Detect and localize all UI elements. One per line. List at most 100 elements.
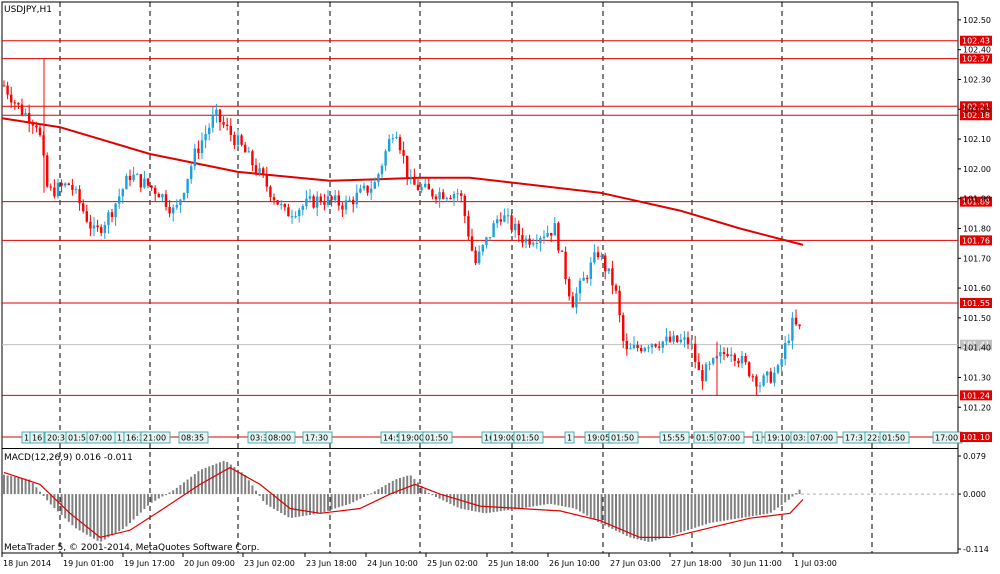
candle-bull xyxy=(305,198,308,207)
candle-bull xyxy=(758,385,762,387)
macd-bar xyxy=(341,494,344,507)
macd-bar xyxy=(49,494,52,505)
macd-bar xyxy=(445,494,448,503)
macd-axis-label: -0.114 xyxy=(963,545,989,554)
candle-bull xyxy=(553,223,556,236)
candle-bull xyxy=(712,358,715,364)
macd-bar xyxy=(291,494,293,518)
price-tick-label: 101.40 xyxy=(963,344,991,353)
level-label-box xyxy=(960,35,992,46)
macd-bar xyxy=(568,494,571,508)
macd-bar xyxy=(427,492,430,495)
level-label: 101.55 xyxy=(962,299,990,308)
candle-bull xyxy=(420,187,423,191)
time-label: 19 Jun 17:00 xyxy=(124,559,175,568)
macd-bar xyxy=(345,494,347,505)
level-label-box xyxy=(960,432,992,443)
candle-bull xyxy=(787,340,790,344)
macd-bar xyxy=(460,494,463,509)
candle-bear xyxy=(330,196,333,201)
macd-bar xyxy=(222,460,225,495)
event-label: 01:50 xyxy=(516,434,539,443)
candle-bull xyxy=(503,215,506,222)
time-label: 20 Jun 09:00 xyxy=(184,559,235,568)
macd-bar xyxy=(571,494,574,509)
macd-bar xyxy=(514,494,517,510)
candle-bear xyxy=(499,219,502,222)
candle-bear xyxy=(337,195,340,206)
time-label: 24 Jun 10:00 xyxy=(367,559,418,568)
macd-bar xyxy=(24,478,27,495)
candle-bull xyxy=(578,280,582,294)
event-label-box xyxy=(564,431,575,444)
candle-bull xyxy=(204,134,207,141)
candle-bear xyxy=(701,370,704,382)
macd-bar xyxy=(694,494,697,528)
candle-bull xyxy=(485,237,488,246)
macd-bar xyxy=(323,494,326,512)
candle-bear xyxy=(460,193,463,196)
event-label: 1 xyxy=(24,434,29,443)
macd-bar xyxy=(67,494,70,522)
macd-bar xyxy=(186,479,189,495)
macd-bar xyxy=(201,469,203,495)
candle-bear xyxy=(2,85,6,87)
time-label: 30 Jun 11:00 xyxy=(731,559,782,568)
macd-bar xyxy=(701,494,704,526)
macd-bar xyxy=(157,494,160,499)
candle-bear xyxy=(265,174,268,187)
candle-bear xyxy=(416,184,420,191)
macd-bar xyxy=(546,494,549,505)
candle-bull xyxy=(136,174,139,176)
candle-bull xyxy=(172,207,175,214)
horizontal-levels xyxy=(2,40,958,438)
macd-bar xyxy=(586,494,589,516)
candle-bull xyxy=(373,182,376,189)
macd-bar xyxy=(485,494,488,514)
macd-bar xyxy=(103,494,106,540)
event-label: 1 xyxy=(755,434,760,443)
candle-bear xyxy=(470,236,474,251)
macd-bar xyxy=(622,494,625,535)
candle-bear xyxy=(46,155,49,187)
macd-bar xyxy=(42,494,45,496)
macd-bar xyxy=(640,494,643,541)
candle-bear xyxy=(550,232,553,236)
macd-bar xyxy=(399,478,401,495)
macd-bar xyxy=(665,494,668,537)
symbol-title: USDJPY,H1 xyxy=(4,5,52,15)
macd-bar xyxy=(773,494,776,511)
price-tick-label: 102.20 xyxy=(963,105,991,114)
candle-bear xyxy=(636,345,639,349)
macd-bar xyxy=(417,482,419,495)
candle-bull xyxy=(665,336,668,342)
event-label: 16:3 xyxy=(126,434,144,443)
macd-bar xyxy=(525,494,527,508)
macd-bar xyxy=(733,494,736,519)
candle-bull xyxy=(362,185,366,189)
macd-bar xyxy=(543,494,545,505)
macd-bar xyxy=(132,494,135,520)
candle-bull xyxy=(704,364,708,382)
candle-bear xyxy=(164,194,168,207)
candle-bear xyxy=(17,102,20,105)
macd-bar xyxy=(154,494,157,501)
event-label-box xyxy=(178,431,209,444)
macd-bar xyxy=(539,494,542,506)
macd-bar xyxy=(723,494,725,521)
level-label: 102.18 xyxy=(962,111,990,120)
event-label-box xyxy=(29,431,45,444)
macd-bar xyxy=(395,479,398,495)
macd-axis-label: 0.079 xyxy=(963,452,986,461)
price-tick-label: 101.90 xyxy=(963,195,991,204)
candle-bull xyxy=(708,363,711,365)
candle-bull xyxy=(773,372,776,383)
macd-bar xyxy=(561,494,563,507)
event-label: 17:3 xyxy=(845,434,863,443)
candle-bear xyxy=(78,189,81,204)
candle-bear xyxy=(28,113,31,124)
candle-bear xyxy=(398,137,402,151)
